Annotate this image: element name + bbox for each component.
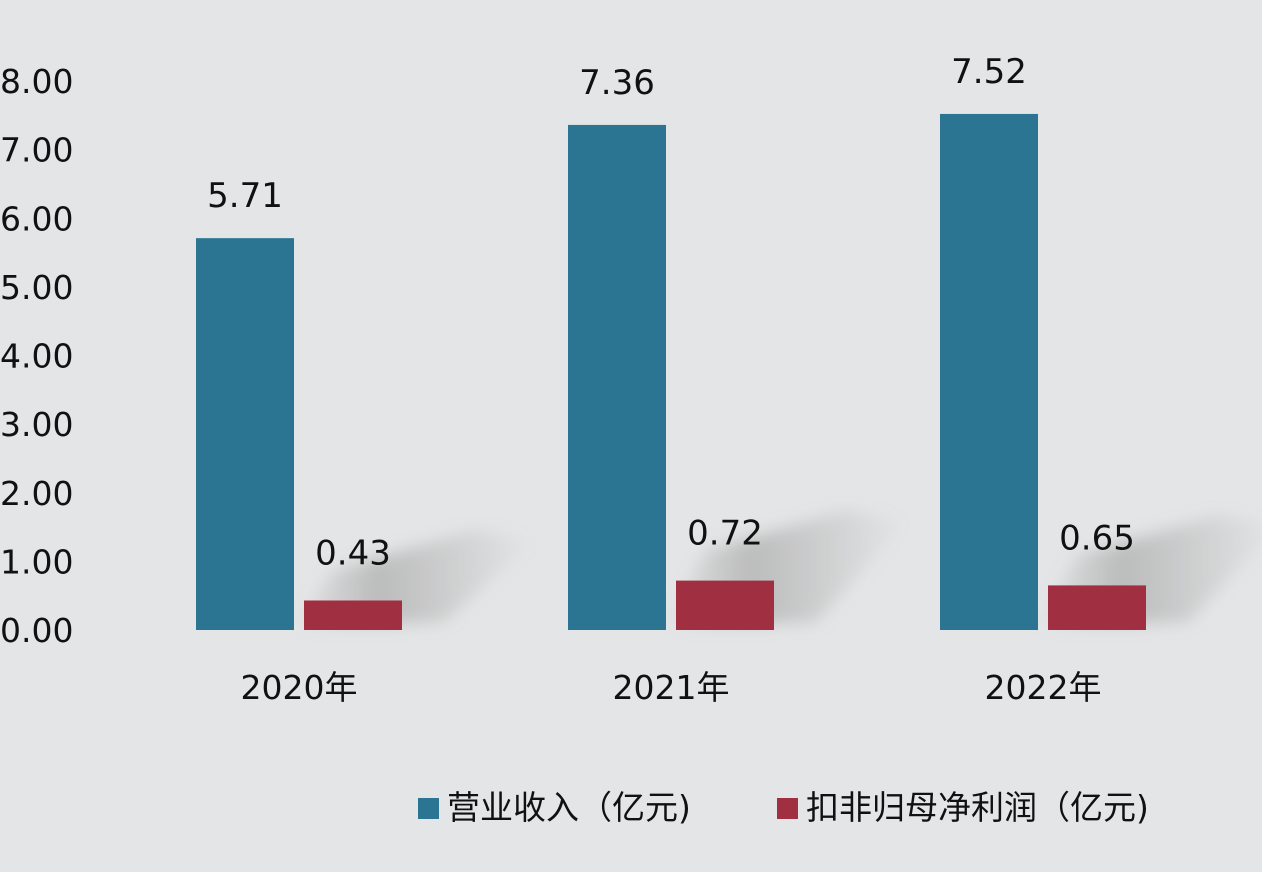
bars — [196, 113, 1146, 631]
value-label-revenue: 5.71 — [207, 176, 283, 216]
legend-swatch-net-profit — [777, 798, 798, 819]
y-tick-label: 8.00 — [0, 62, 73, 101]
x-category-label: 2021年 — [613, 668, 730, 707]
x-axis: 2020年 2021年 2022年 — [241, 668, 1102, 707]
value-label-net-profit: 0.72 — [687, 514, 763, 554]
bar-net-profit — [1048, 585, 1146, 630]
x-category-label: 2022年 — [985, 668, 1102, 707]
bar-revenue — [196, 238, 294, 630]
value-labels: 5.71 0.43 7.36 0.72 7.52 0.65 — [207, 52, 1135, 574]
legend: 营业收入（亿元) 扣非归母净利润（亿元) — [418, 788, 1149, 827]
legend-label-revenue: 营业收入（亿元) — [447, 788, 691, 827]
y-tick-label: 5.00 — [0, 268, 73, 307]
bar-net-profit — [304, 600, 402, 630]
y-tick-label: 1.00 — [0, 542, 73, 581]
y-tick-label: 0.00 — [0, 611, 73, 650]
bar-revenue — [568, 124, 666, 631]
y-tick-label: 4.00 — [0, 337, 73, 376]
y-tick-label: 7.00 — [0, 131, 73, 170]
value-label-net-profit: 0.43 — [315, 533, 391, 573]
legend-label-net-profit: 扣非归母净利润（亿元) — [806, 788, 1149, 827]
value-label-revenue: 7.36 — [579, 63, 655, 103]
bar-net-profit — [676, 580, 774, 630]
value-label-revenue: 7.52 — [951, 52, 1027, 92]
y-axis: 0.00 1.00 2.00 3.00 4.00 5.00 6.00 7.00 8.00 — [0, 62, 73, 650]
legend-swatch-revenue — [418, 798, 439, 819]
bar-revenue — [940, 113, 1038, 630]
y-tick-label: 2.00 — [0, 474, 73, 513]
x-category-label: 2020年 — [241, 668, 358, 707]
y-tick-label: 6.00 — [0, 199, 73, 238]
value-label-net-profit: 0.65 — [1059, 518, 1135, 558]
y-tick-label: 3.00 — [0, 405, 73, 444]
